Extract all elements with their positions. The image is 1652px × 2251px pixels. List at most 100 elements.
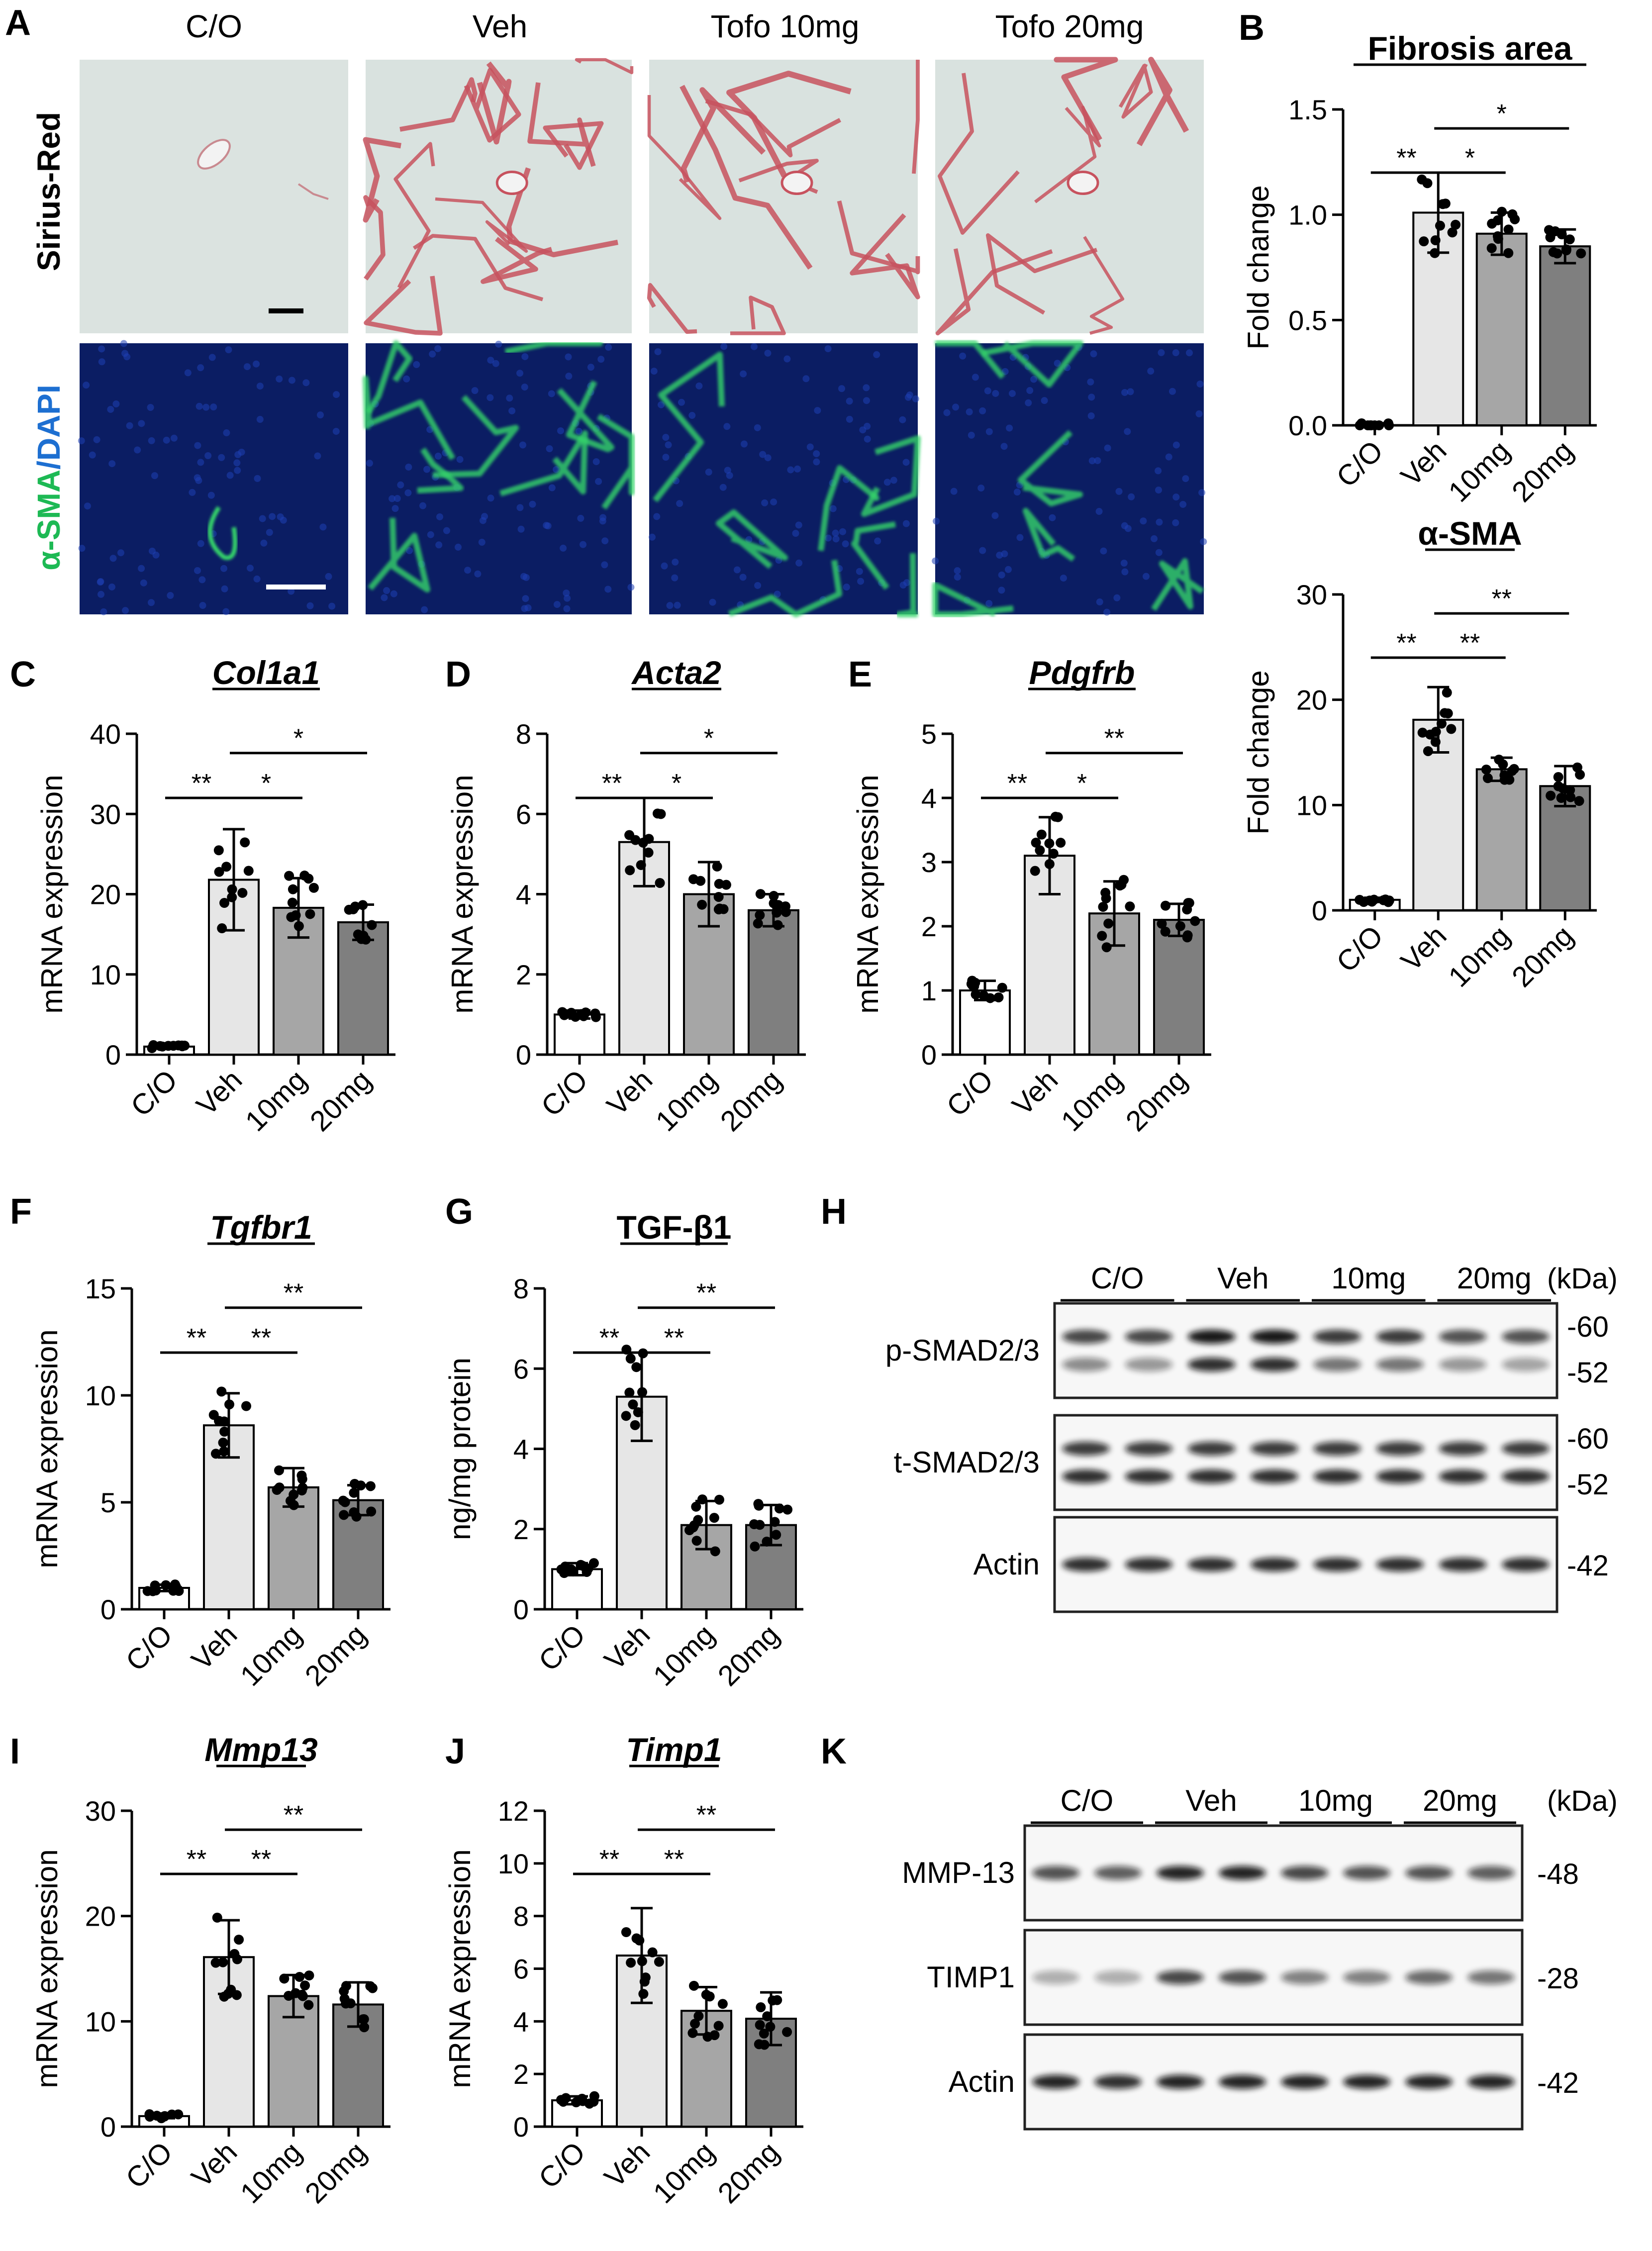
- dapi-nucleus: [1198, 489, 1206, 496]
- micrograph-grid: [78, 57, 1207, 617]
- data-point: [625, 1354, 636, 1364]
- dapi-nucleus: [78, 545, 86, 552]
- dapi-nucleus: [288, 587, 295, 595]
- data-point: [219, 898, 230, 908]
- data-point: [630, 1420, 640, 1430]
- x-tick-label: 10mg: [647, 2136, 721, 2210]
- data-point: [358, 2014, 368, 2025]
- dapi-nucleus: [1121, 389, 1129, 396]
- dapi-nucleus: [761, 499, 769, 506]
- dapi-nucleus: [750, 343, 758, 350]
- x-tick-label: Veh: [186, 1618, 244, 1676]
- blot-group-label: C/O: [1091, 1262, 1144, 1295]
- dapi-nucleus: [266, 529, 273, 536]
- blot-band: [1313, 1558, 1361, 1571]
- dapi-nucleus: [557, 427, 565, 434]
- dapi-nucleus: [427, 531, 434, 538]
- data-point: [216, 1386, 227, 1397]
- y-tick-label: 15: [85, 1273, 116, 1304]
- data-point: [782, 2027, 792, 2037]
- dapi-nucleus: [992, 390, 999, 397]
- dapi-nucleus: [604, 586, 612, 593]
- dapi-nucleus: [912, 395, 919, 402]
- x-tick-label: 10mg: [234, 1618, 308, 1692]
- dapi-nucleus: [508, 407, 516, 414]
- data-point: [1447, 227, 1458, 238]
- blot-band: [1094, 1866, 1142, 1880]
- data-point: [1425, 729, 1436, 740]
- dapi-nucleus: [754, 424, 761, 431]
- y-tick-label: 1.5: [1288, 94, 1327, 125]
- data-point: [297, 1990, 307, 2000]
- chart-title: Fibrosis area: [1368, 30, 1573, 67]
- data-point: [993, 992, 1004, 1002]
- blot-group-label: 10mg: [1331, 1262, 1406, 1295]
- data-point: [1438, 199, 1448, 209]
- blot-marker: -28: [1537, 1962, 1579, 1995]
- blot-band: [1032, 1970, 1079, 1984]
- data-point: [1545, 232, 1555, 243]
- data-point: [1574, 796, 1584, 806]
- dapi-nucleus: [575, 428, 583, 435]
- significance-label: **: [1396, 629, 1416, 658]
- fibrosis-septum: [726, 71, 852, 178]
- blot-band: [1187, 1558, 1236, 1571]
- blot-band: [1157, 1970, 1204, 1984]
- y-tick-label: 30: [85, 1795, 116, 1827]
- blot-band: [1094, 2075, 1142, 2089]
- significance-label: **: [284, 1279, 303, 1308]
- dapi-nucleus: [1016, 534, 1024, 541]
- dapi-nucleus: [1155, 549, 1163, 556]
- dapi-nucleus: [838, 385, 846, 392]
- dapi-nucleus: [597, 356, 605, 363]
- dapi-nucleus: [243, 363, 251, 371]
- dapi-nucleus: [864, 435, 871, 443]
- vessel-lumen: [495, 171, 528, 195]
- data-point: [339, 1510, 349, 1520]
- dapi-nucleus: [740, 370, 747, 378]
- dapi-nucleus: [1060, 575, 1067, 582]
- panel-a-row-sma: α-SMA/DAPI: [31, 385, 67, 571]
- blot-band: [1219, 2075, 1266, 2089]
- dapi-nucleus: [404, 489, 412, 496]
- dapi-nucleus: [218, 454, 225, 461]
- dapi-nucleus: [492, 360, 499, 367]
- dapi-nucleus: [456, 456, 464, 463]
- data-point: [583, 1563, 593, 1573]
- dapi-nucleus: [226, 472, 234, 479]
- y-tick-label: 40: [90, 718, 121, 750]
- dapi-nucleus: [724, 467, 731, 474]
- dapi-nucleus: [1094, 457, 1101, 464]
- y-axis-label: mRNA expression: [35, 775, 69, 1013]
- blot-band: [1125, 1558, 1173, 1571]
- dapi-nucleus: [1172, 493, 1180, 501]
- panel-a-row-sma-blue: DAPI: [31, 385, 67, 461]
- dapi-nucleus: [985, 600, 993, 607]
- data-point: [1035, 845, 1045, 856]
- dapi-nucleus: [120, 340, 127, 347]
- dapi-nucleus: [269, 513, 276, 520]
- dapi-nucleus: [1200, 538, 1207, 545]
- data-point: [1558, 783, 1568, 793]
- blot-marker: -60: [1567, 1311, 1609, 1343]
- dapi-nucleus: [246, 565, 254, 572]
- dapi-nucleus: [996, 552, 1003, 559]
- data-point: [1510, 214, 1520, 224]
- data-point: [710, 1546, 720, 1557]
- y-tick-label: 6: [516, 798, 531, 830]
- x-tick-label: 20mg: [714, 1064, 788, 1138]
- data-point: [219, 1416, 229, 1427]
- dapi-nucleus: [198, 576, 206, 584]
- data-point: [1098, 901, 1108, 912]
- panel-letter-d: D: [445, 655, 471, 694]
- dapi-nucleus: [519, 441, 526, 449]
- dapi-nucleus: [89, 451, 96, 459]
- sma-signal: [417, 447, 464, 493]
- data-point: [647, 1947, 658, 1957]
- dapi-nucleus: [1121, 568, 1129, 576]
- dapi-nucleus: [943, 409, 951, 416]
- panel-letter-e: E: [848, 655, 872, 694]
- dapi-nucleus: [306, 602, 314, 609]
- blot-marker: -42: [1537, 2067, 1579, 2099]
- fluorescence-tile: [80, 343, 348, 614]
